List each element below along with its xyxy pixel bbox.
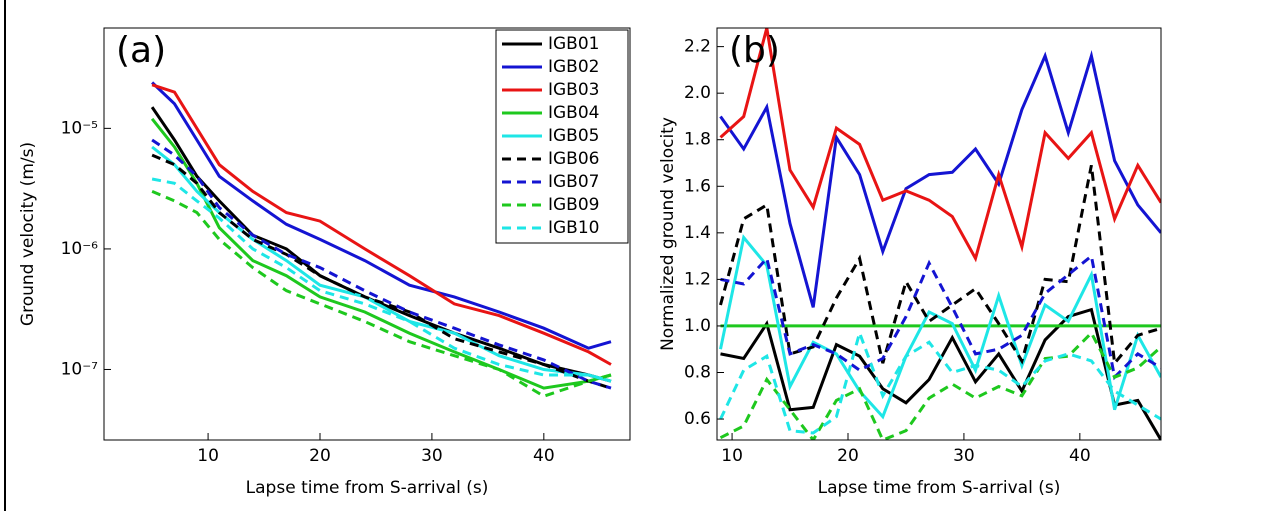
plot-frame: [716, 27, 1162, 441]
x-tick-label: 10: [721, 446, 743, 466]
series-line: [150, 117, 612, 390]
legend-label: IGB03: [548, 80, 599, 100]
series-line: [151, 145, 612, 383]
y-tick-label: 10⁻⁷: [61, 359, 99, 379]
y-tick-label: 0.8: [684, 362, 711, 382]
series-line: [720, 253, 1161, 381]
x-tick-label: 30: [421, 446, 443, 466]
x-tick-label: 40: [533, 446, 555, 466]
y-tick-label: 1.0: [684, 316, 711, 336]
y-tick-label: 2.2: [684, 37, 711, 57]
y-tick-label: 0.6: [684, 409, 711, 429]
series-line: [719, 28, 1161, 263]
plot-frame: [103, 27, 631, 441]
x-tick-label: 30: [953, 446, 975, 466]
series-line: [719, 234, 1161, 420]
y-axis-label: Ground velocity (m/s): [18, 142, 38, 326]
x-tick-label: 20: [309, 446, 331, 466]
series-line: [151, 83, 612, 366]
series-line: [151, 81, 612, 350]
y-axis-label: Normalized ground velocity: [658, 117, 678, 351]
x-axis-label: Lapse time from S-arrival (s): [818, 478, 1061, 498]
legend-label: IGB05: [548, 126, 599, 146]
legend-label: IGB02: [548, 57, 599, 77]
y-tick-label: 1.2: [684, 269, 711, 289]
legend-label: IGB01: [548, 34, 599, 54]
x-tick-label: 20: [837, 446, 859, 466]
panel-label: (a): [116, 30, 166, 71]
series-line: [719, 165, 1161, 367]
y-tick-label: 2.0: [684, 83, 711, 103]
legend-label: IGB06: [548, 149, 599, 169]
x-axis-label: Lapse time from S-arrival (s): [246, 478, 489, 498]
y-tick-label: 10⁻⁵: [61, 118, 98, 138]
series-line: [151, 190, 612, 398]
legend-label: IGB09: [548, 195, 599, 215]
y-tick-label: 10⁻⁶: [61, 239, 99, 259]
y-tick-label: 1.6: [684, 176, 711, 196]
panel-label: (b): [729, 30, 780, 71]
series-line: [719, 328, 1161, 435]
series-line: [151, 138, 612, 390]
series-line: [151, 177, 612, 383]
y-tick-label: 1.8: [684, 130, 711, 150]
x-tick-label: 40: [1069, 446, 1091, 466]
series-line: [719, 49, 1161, 308]
series-line: [719, 330, 1161, 440]
legend-label: IGB07: [548, 172, 599, 192]
x-tick-label: 10: [197, 446, 219, 466]
legend-label: IGB04: [548, 103, 599, 123]
legend-label: IGB10: [548, 218, 599, 238]
y-tick-label: 1.4: [684, 223, 711, 243]
